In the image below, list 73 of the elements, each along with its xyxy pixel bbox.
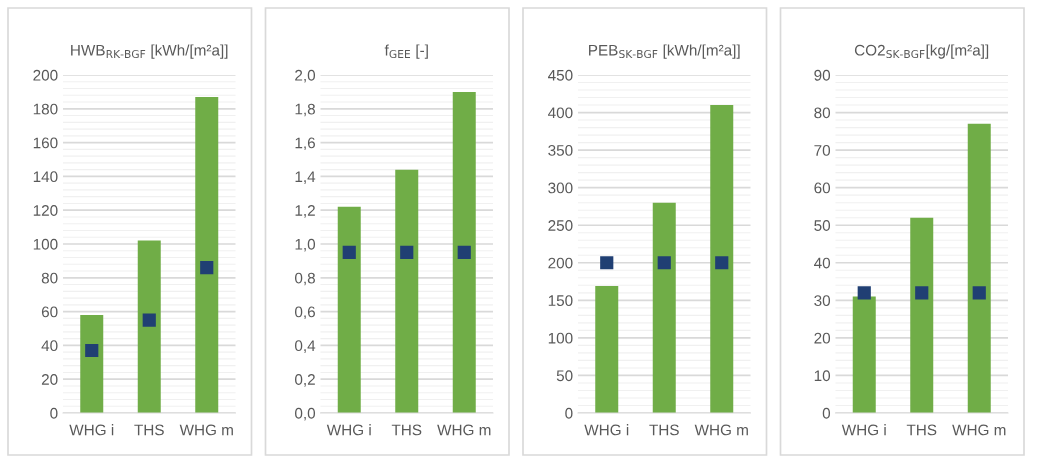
y-tick-label: 1,2 <box>295 205 315 218</box>
y-tick-label: 2,0 <box>295 69 316 83</box>
y-tick-label: 400 <box>548 107 573 119</box>
y-tick-label: 150 <box>548 295 573 307</box>
point <box>200 261 214 275</box>
y-tick-label: 30 <box>814 295 831 307</box>
y-tick-label: 10 <box>814 370 831 382</box>
y-tick-label: 80 <box>814 107 831 119</box>
y-tick-label: 180 <box>33 103 58 115</box>
y-tick-label: 1,6 <box>295 137 315 151</box>
y-tick-label: 0,0 <box>295 407 316 421</box>
y-tick-label: 20 <box>41 374 58 385</box>
x-tick-label: WHG m <box>694 424 748 436</box>
chart-title: CO2$_{SK-BGF}$[kg/[m²a]] <box>854 44 989 59</box>
y-tick-label: 70 <box>814 144 831 156</box>
x-tick-label: THS <box>134 424 164 436</box>
y-tick-label: 350 <box>548 144 573 156</box>
y-tick-label: 0 <box>565 407 573 419</box>
y-tick-label: 140 <box>33 171 58 183</box>
x-tick-label: WHG i <box>584 424 629 436</box>
y-tick-label: 1,4 <box>295 171 316 184</box>
y-tick-label: 0,6 <box>295 306 315 320</box>
bar <box>195 96 219 413</box>
chart-title: PEB$_{SK-BGF}$ [kWh/[m²a]] <box>589 44 740 59</box>
y-tick-label: 160 <box>33 137 58 149</box>
y-tick-label: 80 <box>41 272 58 284</box>
chart-title: HWB$_{RK-BGF}$ [kWh/[m²a]] <box>71 44 228 59</box>
x-tick-label: THS <box>391 424 422 436</box>
y-tick-label: 1,0 <box>295 238 316 252</box>
x-tick-label: THS <box>906 424 937 436</box>
y-tick-label: 60 <box>814 182 831 194</box>
bar <box>652 202 676 413</box>
y-tick-label: 0,4 <box>295 340 316 353</box>
y-tick-label: 40 <box>814 257 831 269</box>
x-tick-label: THS <box>649 424 679 436</box>
y-tick-label: 0 <box>822 407 831 419</box>
y-tick-label: 120 <box>33 205 58 216</box>
y-tick-label: 300 <box>548 182 573 194</box>
y-tick-label: 100 <box>33 238 58 250</box>
x-tick-label: WHG m <box>437 424 491 436</box>
bar <box>710 105 734 413</box>
x-tick-label: WHG i <box>841 424 886 436</box>
y-tick-label: 0,2 <box>295 374 315 387</box>
y-tick-label: 450 <box>548 69 573 81</box>
y-tick-label: 1,8 <box>295 103 315 117</box>
bar <box>595 286 619 413</box>
y-tick-label: 200 <box>33 69 58 81</box>
bar <box>395 169 419 413</box>
x-tick-label: WHG m <box>179 424 233 436</box>
y-tick-label: 50 <box>814 220 831 231</box>
x-tick-label: WHG i <box>69 424 114 436</box>
bar <box>910 217 934 413</box>
bar <box>80 314 104 413</box>
point <box>142 313 156 327</box>
bar <box>337 206 361 413</box>
bar <box>967 123 991 413</box>
y-tick-label: 200 <box>548 257 573 269</box>
bar <box>452 91 476 413</box>
bar <box>137 240 161 413</box>
y-tick-label: 0,8 <box>295 272 315 286</box>
y-tick-label: 60 <box>41 306 58 318</box>
bar <box>852 296 876 413</box>
x-tick-label: WHG m <box>952 424 1006 436</box>
y-tick-label: 50 <box>556 370 573 382</box>
y-tick-label: 20 <box>814 332 831 344</box>
y-tick-label: 100 <box>548 332 573 344</box>
y-tick-label: 0 <box>50 407 58 419</box>
x-tick-label: WHG i <box>326 424 371 436</box>
y-tick-label: 40 <box>41 340 58 352</box>
y-tick-label: 90 <box>814 69 831 81</box>
point <box>85 343 99 358</box>
y-tick-label: 250 <box>548 220 573 231</box>
chart-title: f$_{GEE}$ [-] <box>384 44 428 59</box>
